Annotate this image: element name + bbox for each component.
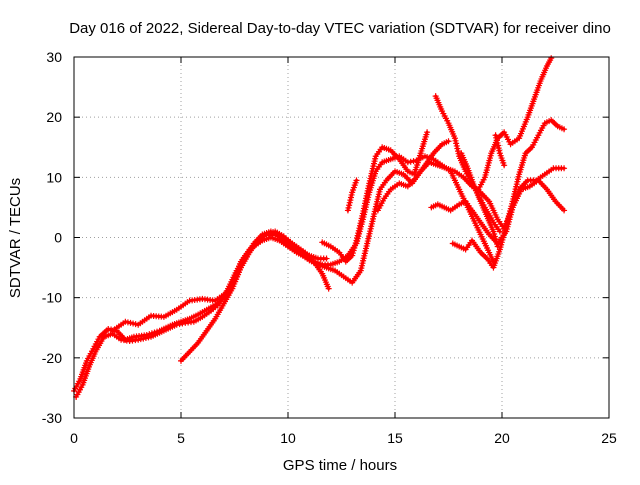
- data-point: [501, 162, 508, 169]
- series-track-2: [73, 153, 497, 400]
- data-point: [407, 158, 414, 165]
- data-point: [105, 325, 112, 332]
- y-axis-label: SDTVAR / TECUs: [7, 178, 24, 298]
- data-point: [410, 158, 417, 165]
- data-point: [353, 177, 360, 184]
- series-track-6: [344, 177, 360, 214]
- data-point: [561, 207, 568, 214]
- axis-ticks: 0 5 10 15 20 25 -30 -20 -10 0 10 20 30: [42, 49, 617, 446]
- series-track-1: [71, 228, 330, 394]
- series-line: [74, 154, 495, 399]
- data-point: [176, 321, 183, 328]
- series-track-13: [492, 132, 508, 169]
- data-series: [71, 55, 568, 400]
- data-point: [325, 285, 332, 292]
- series-track-7: [374, 138, 452, 214]
- data-point: [404, 159, 411, 166]
- x-tick-label: 5: [177, 430, 185, 446]
- x-tick-label: 20: [494, 430, 510, 446]
- series-track-12: [475, 55, 555, 193]
- series-track-9: [458, 150, 501, 250]
- series-track-5: [319, 129, 431, 265]
- data-point: [323, 255, 330, 262]
- x-tick-label: 10: [280, 430, 296, 446]
- y-tick-label: 30: [46, 49, 62, 65]
- y-tick-label: -10: [42, 290, 62, 306]
- y-tick-label: -30: [42, 410, 62, 426]
- data-point: [548, 55, 555, 62]
- y-tick-label: 0: [54, 230, 62, 246]
- y-tick-label: 10: [46, 169, 62, 185]
- x-tick-label: 15: [387, 430, 403, 446]
- x-tick-label: 25: [601, 430, 617, 446]
- series-track-3: [109, 228, 332, 334]
- data-point: [424, 129, 431, 136]
- data-point: [561, 126, 568, 133]
- data-point: [496, 228, 503, 235]
- series-track-11: [449, 117, 568, 271]
- data-point: [445, 138, 452, 145]
- data-point: [173, 321, 180, 328]
- x-tick-label: 0: [70, 430, 78, 446]
- x-axis-label: GPS time / hours: [283, 457, 397, 474]
- data-point: [561, 165, 568, 172]
- data-point: [179, 320, 186, 327]
- y-tick-label: 20: [46, 109, 62, 125]
- chart-title: Day 016 of 2022, Sidereal Day-to-day VTE…: [69, 20, 611, 37]
- series-line: [320, 130, 429, 264]
- y-tick-label: -20: [42, 350, 62, 366]
